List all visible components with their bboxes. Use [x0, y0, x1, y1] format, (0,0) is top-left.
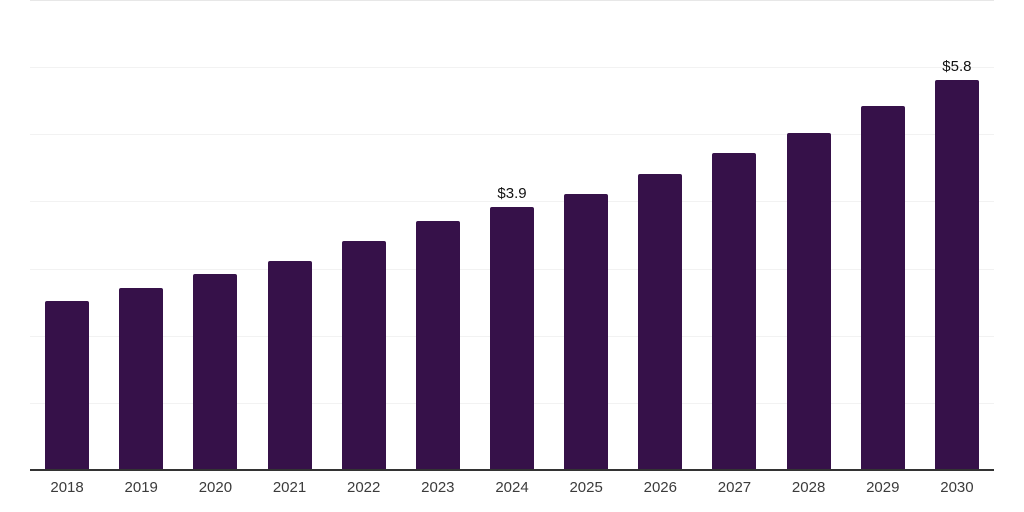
- bar-2024: [489, 207, 534, 469]
- bar-slot: [772, 0, 846, 470]
- data-label-2030: $5.8: [942, 57, 972, 75]
- bar-2028: [786, 133, 831, 469]
- bar-slot: [401, 0, 475, 470]
- x-axis-line: [30, 469, 994, 471]
- x-tick-2018: 2018: [50, 479, 84, 496]
- bar-slot: [623, 0, 697, 470]
- data-label-2024: $3.9: [497, 185, 527, 203]
- bar-slot: $3.9: [475, 0, 549, 470]
- bar-slot: [178, 0, 252, 470]
- bar-2019: [119, 287, 164, 469]
- x-tick-2027: 2027: [717, 479, 752, 496]
- bar-slot: [549, 0, 623, 470]
- x-axis-labels: 2018 2019 2020 2021 2022 2023 2024 2025 2026 2027…: [30, 479, 994, 501]
- x-tick-2025: 2025: [569, 479, 603, 496]
- x-tick-2026: 2026: [643, 479, 677, 496]
- x-tick-2021: 2021: [272, 479, 307, 496]
- bar-2021: [267, 260, 312, 469]
- bar-2025: [564, 193, 609, 469]
- x-tick-2030: 2030: [940, 479, 974, 496]
- bar-2018: [45, 301, 90, 469]
- bar-slot: $5.8: [920, 0, 994, 470]
- bar-slot: [252, 0, 326, 470]
- gridline: [30, 134, 994, 136]
- x-tick-2022: 2022: [347, 479, 381, 496]
- plot-top-gridline: [30, 0, 994, 1]
- bar-2023: [415, 220, 460, 469]
- bar-slot: [104, 0, 178, 470]
- gridline: [30, 67, 994, 69]
- x-tick-2019: 2019: [124, 479, 158, 496]
- bar-slot: [30, 0, 104, 470]
- gridline: [30, 201, 994, 203]
- bar-2030: [934, 79, 979, 469]
- bar-2027: [712, 153, 757, 469]
- bar-2029: [860, 106, 905, 469]
- bar-slot: [327, 0, 401, 470]
- plot-area: $3.9 $5.8: [30, 0, 994, 471]
- x-tick-2024: 2024: [495, 479, 529, 496]
- bar-2020: [193, 274, 238, 469]
- bar-2022: [341, 240, 386, 469]
- x-tick-2029: 2029: [866, 479, 900, 496]
- bar-slot: [846, 0, 920, 470]
- bar-slot: [697, 0, 771, 470]
- bar-2026: [638, 173, 683, 469]
- x-tick-2028: 2028: [791, 479, 826, 496]
- x-tick-2023: 2023: [421, 479, 455, 496]
- x-tick-2020: 2020: [198, 479, 233, 496]
